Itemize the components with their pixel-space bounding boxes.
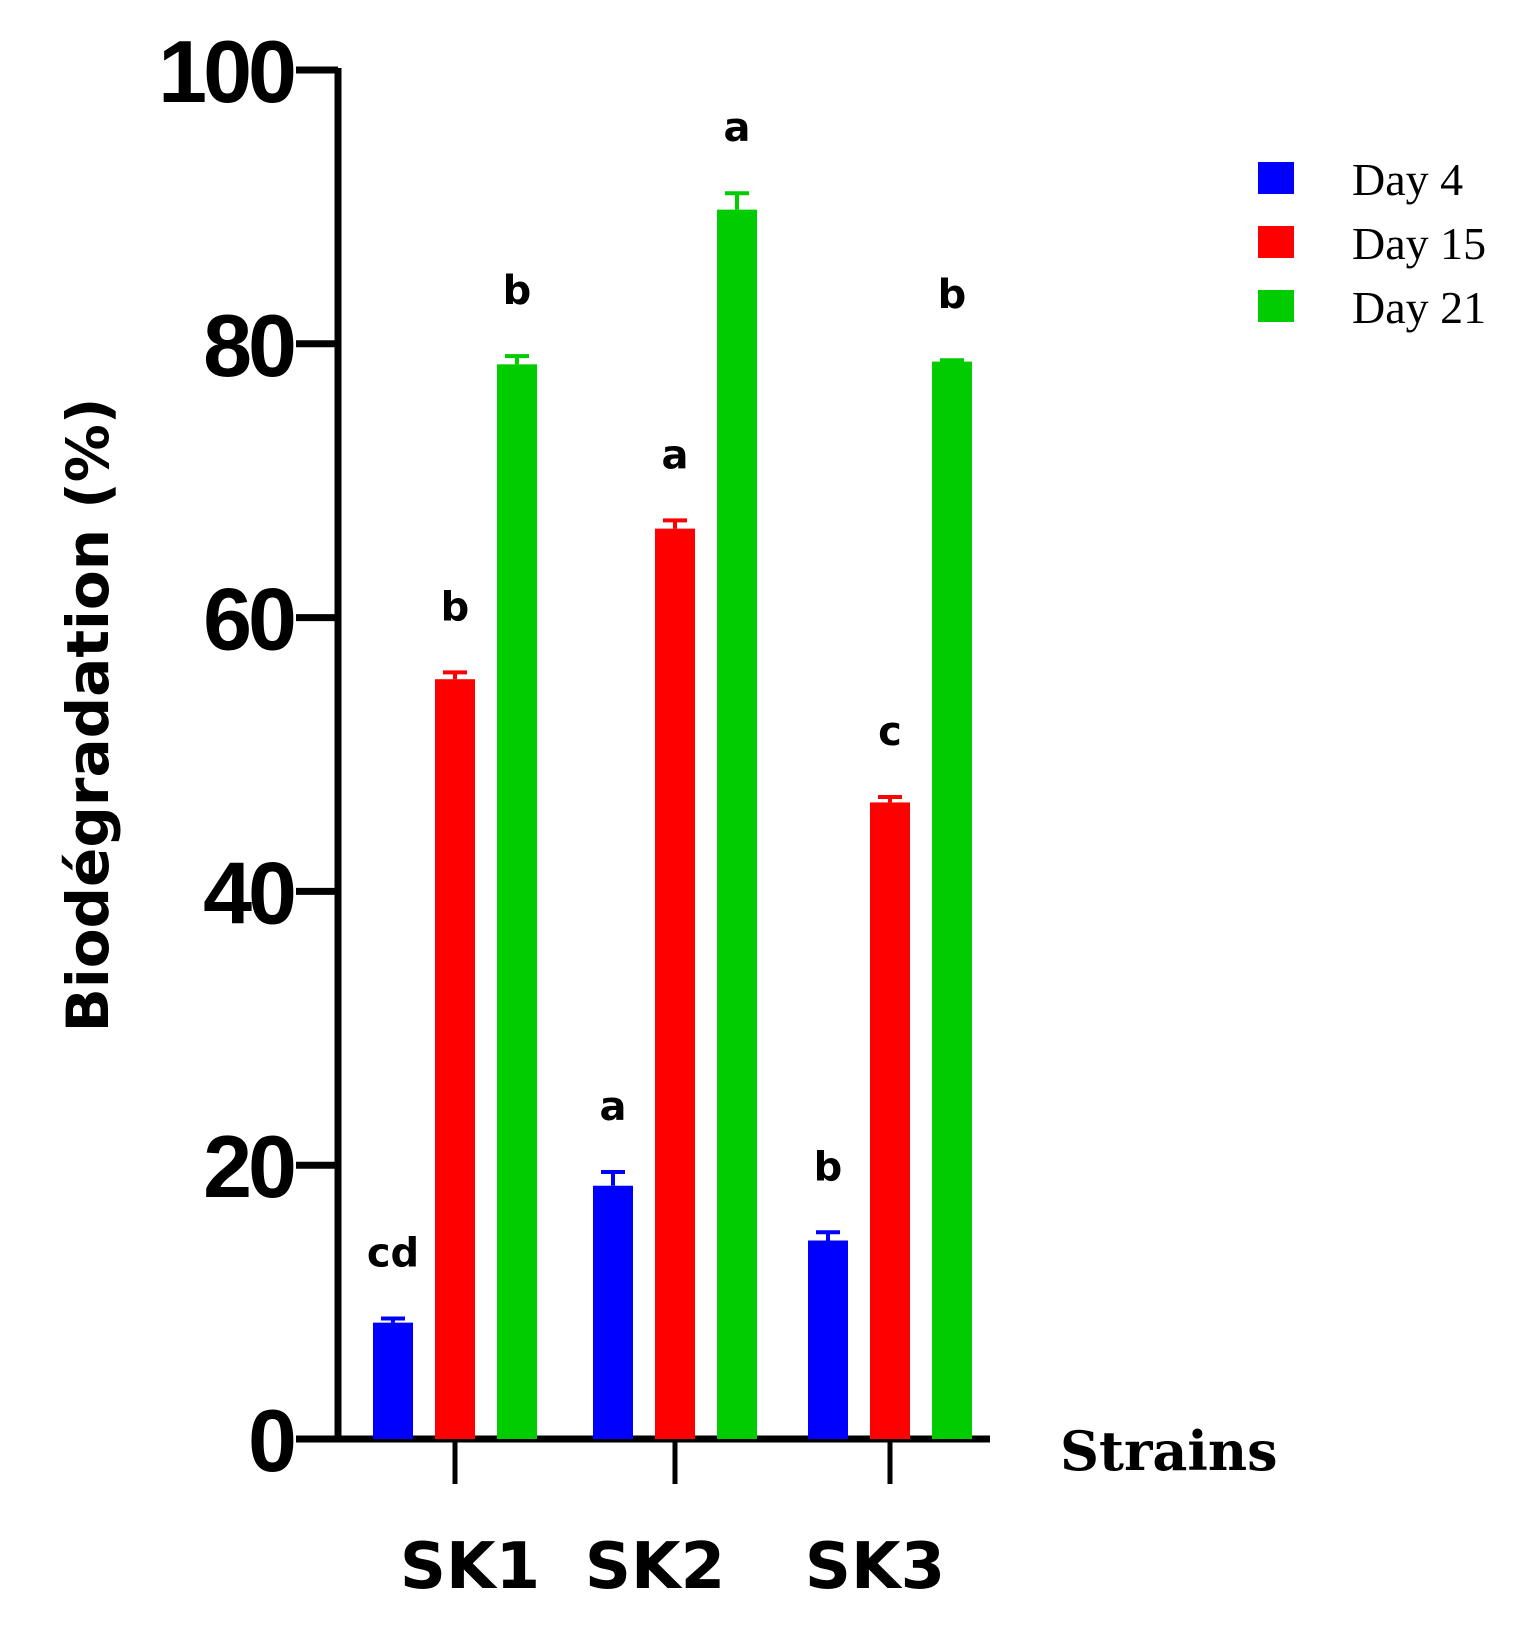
bar bbox=[655, 528, 695, 1439]
y-tick-label: 60 bbox=[203, 570, 294, 669]
bar bbox=[373, 1322, 413, 1439]
x-axis-categories: SK1 SK2 SK3 bbox=[400, 1439, 945, 1604]
bar bbox=[808, 1240, 848, 1439]
significance-label: b bbox=[441, 584, 470, 630]
bar bbox=[870, 802, 910, 1439]
legend: Day 4 Day 15 Day 21 bbox=[1258, 154, 1486, 333]
x-tick-label: SK1 bbox=[400, 1530, 540, 1604]
x-tick-label: SK3 bbox=[805, 1530, 945, 1604]
significance-label: b bbox=[938, 272, 967, 318]
legend-item: Day 21 bbox=[1258, 282, 1486, 333]
significance-label: cd bbox=[367, 1231, 419, 1277]
y-tick-label: 0 bbox=[248, 1391, 294, 1490]
x-tick-label: SK2 bbox=[585, 1530, 725, 1604]
bar bbox=[932, 361, 972, 1440]
legend-label: Day 21 bbox=[1352, 282, 1486, 333]
x-axis-label: Strains bbox=[1060, 1419, 1278, 1483]
bar bbox=[497, 364, 537, 1440]
significance-label: b bbox=[503, 268, 532, 314]
y-tick-label: 20 bbox=[203, 1117, 294, 1216]
legend-swatch bbox=[1258, 162, 1294, 194]
significance-label: b bbox=[814, 1144, 843, 1190]
significance-label: a bbox=[662, 432, 689, 478]
bar-group-sk3: b c b bbox=[808, 272, 972, 1440]
y-axis-label: Biodégradation (%) bbox=[54, 398, 122, 1033]
bar bbox=[435, 679, 475, 1439]
legend-label: Day 15 bbox=[1352, 218, 1486, 269]
significance-label: c bbox=[878, 709, 902, 755]
legend-swatch bbox=[1258, 226, 1294, 258]
bars: cd b b a a a b c b bbox=[367, 105, 972, 1440]
bar-group-sk2: a a a bbox=[593, 105, 757, 1440]
bar-group-sk1: cd b b bbox=[367, 268, 537, 1440]
y-tick-label: 80 bbox=[203, 296, 294, 395]
bar bbox=[717, 209, 757, 1440]
significance-label: a bbox=[600, 1084, 627, 1130]
y-axis-ticks: 0 20 40 60 80 100 bbox=[158, 22, 338, 1490]
significance-label: a bbox=[724, 105, 751, 151]
legend-item: Day 15 bbox=[1258, 218, 1486, 269]
bar bbox=[593, 1185, 633, 1439]
y-tick-label: 100 bbox=[158, 22, 294, 121]
legend-label: Day 4 bbox=[1352, 154, 1463, 205]
y-tick-label: 40 bbox=[203, 843, 294, 942]
legend-swatch bbox=[1258, 290, 1294, 322]
legend-item: Day 4 bbox=[1258, 154, 1463, 205]
